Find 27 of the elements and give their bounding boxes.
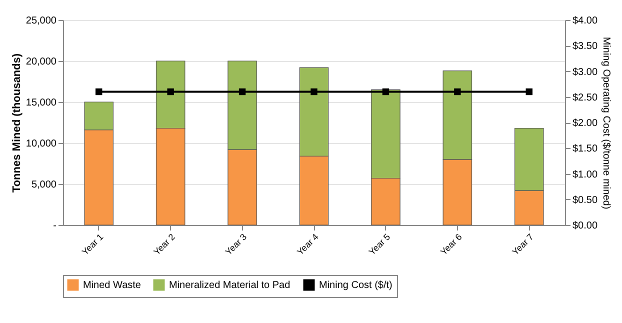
y2-tick-label: $1.50 <box>572 144 598 155</box>
y-tick-label: - <box>53 220 56 232</box>
y2-tick-label: $4.00 <box>572 16 598 26</box>
x-tick-label: Year 5 <box>366 232 392 258</box>
y-tick-label: 15,000 <box>26 98 57 108</box>
y2-tick-label: $3.50 <box>572 41 598 52</box>
y2-axis-title: Mining Operating Cost ($/tonne mined) <box>600 36 612 210</box>
x-tick-label: Year 7 <box>510 232 536 258</box>
y-tick-label: 20,000 <box>26 56 57 68</box>
x-tick-label: Year 6 <box>438 232 464 258</box>
legend-label: Mineralized Material to Pad <box>169 280 290 291</box>
legend-label: Mining Cost ($/t) <box>319 280 392 291</box>
y2-tick-label: $0.00 <box>572 220 598 232</box>
y-axis-title: Tonnes Mined (thousands) <box>10 53 23 193</box>
y2-tick-label: $2.50 <box>572 92 598 104</box>
y2-tick-label: $3.00 <box>572 66 598 78</box>
y2-tick-label: $1.00 <box>572 169 598 180</box>
y-tick-label: 5,000 <box>31 180 57 190</box>
y2-tick-label: $0.50 <box>572 194 598 206</box>
y-tick-label: 10,000 <box>26 138 57 150</box>
y2-tick-label: $2.00 <box>572 118 598 129</box>
x-tick-label: Year 1 <box>80 232 106 258</box>
x-tick-label: Year 2 <box>152 232 177 258</box>
x-tick-label: Year 4 <box>295 232 320 258</box>
legend-label: Mined Waste <box>83 280 142 291</box>
y-tick-label: 25,000 <box>26 16 57 26</box>
x-tick-label: Year 3 <box>223 232 249 258</box>
